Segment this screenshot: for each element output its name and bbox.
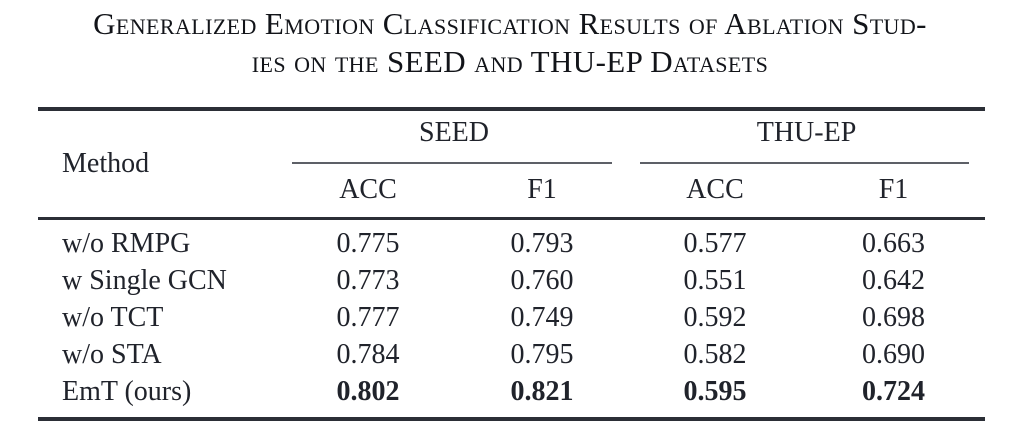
ablation-results-table: Method SEED THU-EP ACC F1 ACC F1 w/o RMP… (38, 107, 986, 421)
table-row-ours: EmT (ours) 0.802 0.821 0.595 0.724 (38, 373, 985, 419)
caption-line-2: ies on the SEED and THU-EP Datasets (251, 44, 769, 79)
column-header-thu-ep-f1: F1 (802, 164, 986, 220)
column-header-seed-f1: F1 (456, 164, 628, 220)
metric-header-row: ACC F1 ACC F1 (38, 164, 986, 220)
value-seed-acc: 0.802 (336, 376, 400, 407)
value-thu-ep-f1: 0.724 (862, 376, 925, 407)
cmidrule-seed (292, 162, 612, 164)
group-header-row: Method SEED THU-EP (38, 109, 985, 220)
table-caption: Generalized Emotion Classification Resul… (0, 0, 1020, 81)
method-name: w/o TCT (62, 302, 164, 333)
table-row: w/o STA 0.784 0.795 0.582 0.690 (38, 336, 985, 373)
value-seed-acc: 0.773 (336, 265, 400, 296)
value-thu-ep-acc: 0.551 (683, 265, 747, 296)
group-label-seed: SEED (419, 117, 489, 148)
table-row: w/o RMPG 0.775 0.793 0.577 0.663 (38, 219, 985, 263)
method-name: w/o STA (62, 339, 162, 370)
value-seed-f1: 0.795 (510, 339, 574, 370)
method-column-header: Method (38, 109, 280, 220)
cmidrule-thu-ep (640, 162, 970, 164)
caption-line-1: Generalized Emotion Classification Resul… (93, 6, 927, 41)
group-header-seed: SEED (280, 109, 628, 164)
value-seed-acc: 0.784 (336, 339, 400, 370)
value-thu-ep-acc: 0.577 (683, 228, 747, 259)
value-seed-acc: 0.777 (336, 302, 400, 333)
table-row: w Single GCN 0.773 0.760 0.551 0.642 (38, 262, 985, 299)
column-header-thu-ep-acc: ACC (628, 164, 802, 220)
value-thu-ep-f1: 0.690 (862, 339, 925, 370)
value-thu-ep-acc: 0.582 (683, 339, 747, 370)
table-row: w/o TCT 0.777 0.749 0.592 0.698 (38, 299, 985, 336)
value-seed-f1: 0.760 (510, 265, 574, 296)
method-name: w/o RMPG (62, 228, 191, 259)
method-name: w Single GCN (62, 265, 227, 296)
value-seed-f1: 0.821 (510, 376, 574, 407)
value-seed-f1: 0.793 (510, 228, 574, 259)
column-header-seed-acc: ACC (280, 164, 456, 220)
value-thu-ep-f1: 0.698 (862, 302, 925, 333)
value-seed-f1: 0.749 (510, 302, 574, 333)
value-thu-ep-acc: 0.592 (683, 302, 747, 333)
value-thu-ep-f1: 0.663 (862, 228, 925, 259)
value-thu-ep-f1: 0.642 (862, 265, 925, 296)
group-header-thu-ep: THU-EP (628, 109, 985, 164)
value-seed-acc: 0.775 (336, 228, 400, 259)
value-thu-ep-acc: 0.595 (683, 376, 747, 407)
group-label-thu-ep: THU-EP (756, 117, 857, 148)
method-name: EmT (ours) (62, 376, 192, 407)
